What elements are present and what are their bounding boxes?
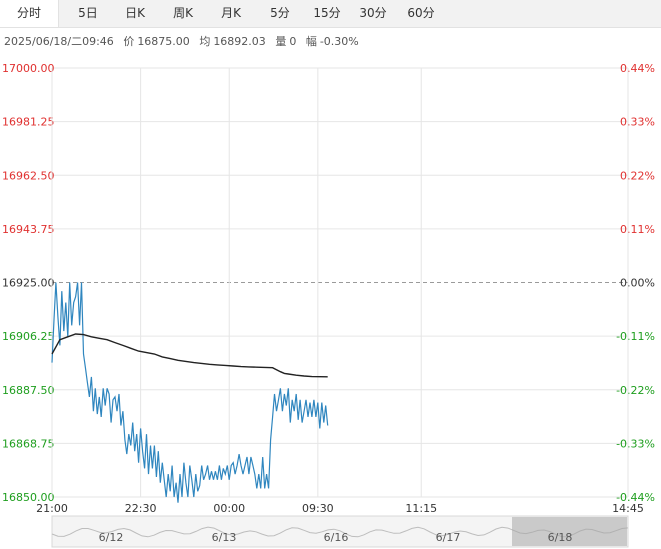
average-line [51, 333, 328, 378]
tab-5-day[interactable]: 5日 [78, 6, 98, 20]
tab-15-min[interactable]: 15分 [313, 6, 341, 20]
y-tick-left: 16962.50 [2, 169, 55, 182]
price-label: 价 [123, 35, 135, 48]
avg-value: 16892.03 [213, 35, 266, 48]
x-tick-label: 22:30 [125, 502, 157, 515]
y-tick-left: 16943.75 [2, 223, 55, 236]
quote-datetime: 2025/06/18/二09:46 [4, 35, 114, 48]
y-tick-right: 0.33% [620, 116, 655, 129]
y-tick-right: 0.11% [620, 223, 655, 236]
tab-intraday[interactable]: 分时 [0, 0, 59, 27]
y-tick-left: 16981.25 [2, 116, 55, 129]
navigator-date-label: 6/12 [99, 531, 124, 544]
navigator-date-label: 6/18 [548, 531, 573, 544]
y-tick-right: -0.44% [616, 491, 655, 504]
x-tick-label: 00:00 [213, 502, 245, 515]
y-tick-right: -0.11% [616, 330, 655, 343]
tab-30-min[interactable]: 30分 [359, 6, 387, 20]
avg-label: 均 [199, 35, 211, 48]
x-tick-label: 21:00 [36, 502, 68, 515]
x-tick-label: 11:15 [405, 502, 437, 515]
y-tick-left: 16887.50 [2, 384, 55, 397]
tab-monthly-k[interactable]: 月K [221, 6, 241, 20]
y-tick-left: 16906.25 [2, 330, 55, 343]
price-value: 16875.00 [137, 35, 190, 48]
price-line [51, 282, 329, 503]
navigator-selection[interactable] [512, 517, 627, 546]
change-label: 幅 [305, 35, 317, 48]
y-tick-right: 0.00% [620, 277, 655, 290]
tab-5-min[interactable]: 5分 [270, 6, 290, 20]
period-tab-bar: 分时 5日 日K 周K 月K 5分 15分 30分 60分 [0, 0, 661, 28]
tab-daily-k[interactable]: 日K [125, 6, 145, 20]
navigator-date-label: 6/17 [436, 531, 461, 544]
volume-label: 量 [275, 35, 287, 48]
navigator-date-label: 6/16 [324, 531, 349, 544]
x-tick-label: 14:45 [612, 502, 644, 515]
x-tick-label: 09:30 [302, 502, 334, 515]
y-tick-right: -0.22% [616, 384, 655, 397]
y-tick-right: 0.44% [620, 62, 655, 75]
tab-weekly-k[interactable]: 周K [173, 6, 193, 20]
y-tick-left: 16868.75 [2, 437, 55, 450]
y-tick-left: 16850.00 [2, 491, 55, 504]
y-tick-left: 17000.00 [2, 62, 55, 75]
change-value: -0.30% [319, 35, 359, 48]
y-tick-left: 16925.00 [2, 277, 55, 290]
y-tick-right: 0.22% [620, 169, 655, 182]
volume-value: 0 [289, 35, 297, 48]
navigator-date-label: 6/13 [212, 531, 237, 544]
tab-60-min[interactable]: 60分 [407, 6, 435, 20]
y-tick-right: -0.33% [616, 437, 655, 450]
